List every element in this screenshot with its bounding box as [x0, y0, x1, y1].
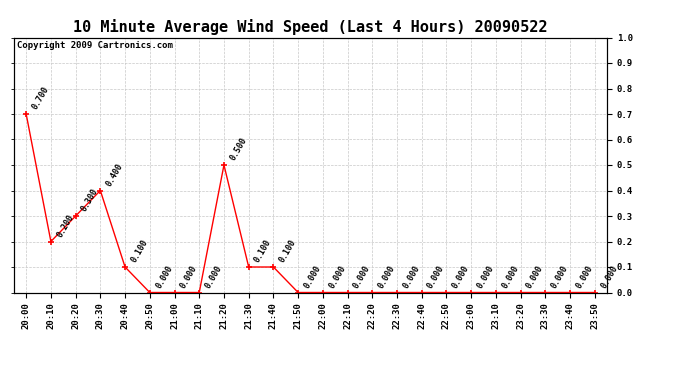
Text: 0.100: 0.100 — [129, 238, 150, 264]
Title: 10 Minute Average Wind Speed (Last 4 Hours) 20090522: 10 Minute Average Wind Speed (Last 4 Hou… — [73, 19, 548, 35]
Text: 0.000: 0.000 — [352, 264, 372, 290]
Text: 0.000: 0.000 — [426, 264, 446, 290]
Text: 0.000: 0.000 — [401, 264, 422, 290]
Text: 0.000: 0.000 — [599, 264, 620, 290]
Text: 0.500: 0.500 — [228, 136, 248, 162]
Text: 0.000: 0.000 — [451, 264, 471, 290]
Text: 0.000: 0.000 — [549, 264, 570, 290]
Text: 0.200: 0.200 — [55, 213, 75, 239]
Text: 0.000: 0.000 — [525, 264, 545, 290]
Text: 0.000: 0.000 — [500, 264, 520, 290]
Text: 0.000: 0.000 — [377, 264, 397, 290]
Text: 0.400: 0.400 — [104, 162, 125, 188]
Text: 0.000: 0.000 — [475, 264, 495, 290]
Text: 0.000: 0.000 — [204, 264, 224, 290]
Text: 0.700: 0.700 — [30, 85, 50, 111]
Text: Copyright 2009 Cartronics.com: Copyright 2009 Cartronics.com — [17, 41, 172, 50]
Text: 0.000: 0.000 — [179, 264, 199, 290]
Text: 0.000: 0.000 — [574, 264, 595, 290]
Text: 0.100: 0.100 — [277, 238, 298, 264]
Text: 0.000: 0.000 — [327, 264, 347, 290]
Text: 0.000: 0.000 — [302, 264, 323, 290]
Text: 0.000: 0.000 — [154, 264, 175, 290]
Text: 0.300: 0.300 — [80, 187, 100, 213]
Text: 0.100: 0.100 — [253, 238, 273, 264]
